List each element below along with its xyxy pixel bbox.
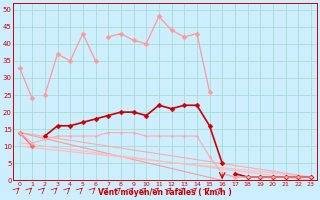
X-axis label: Vent moyen/en rafales ( km/h ): Vent moyen/en rafales ( km/h ) [98, 188, 232, 197]
